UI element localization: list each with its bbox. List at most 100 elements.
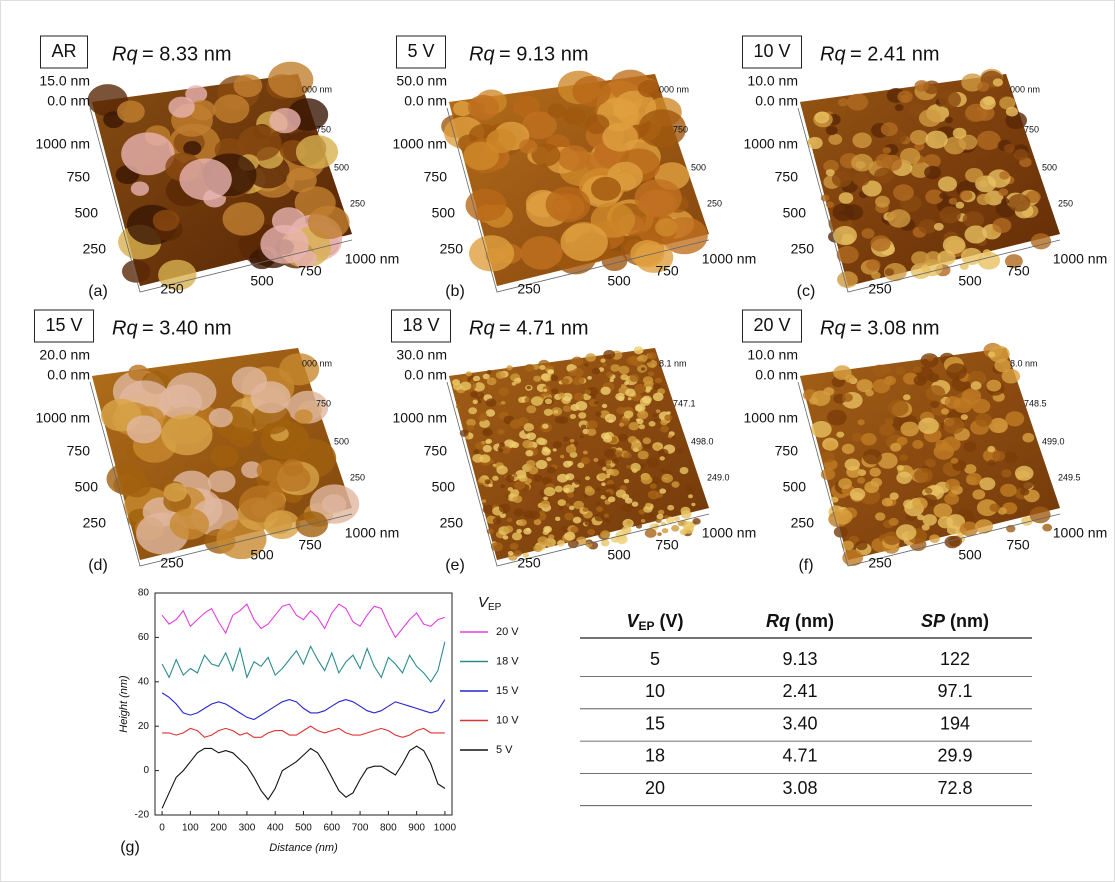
data-line <box>162 642 445 682</box>
afm-peak <box>929 534 940 543</box>
afm-peak <box>1001 469 1011 477</box>
table-cell: 194 <box>940 713 970 733</box>
afm-peak <box>507 518 512 522</box>
z-max-label: 30.0 nm <box>396 347 447 363</box>
afm-peak <box>648 371 654 376</box>
table-header: Rq (nm) <box>766 611 834 631</box>
table-cell: 72.8 <box>937 778 972 798</box>
afm-peak <box>837 246 859 264</box>
afm-peak <box>654 445 660 450</box>
afm-peak <box>546 457 551 461</box>
afm-peak <box>979 477 995 490</box>
afm-peak <box>903 394 911 400</box>
afm-peak <box>827 410 847 426</box>
afm-peak <box>960 522 978 537</box>
header-unit: (nm) <box>945 611 989 631</box>
afm-peak <box>624 452 632 459</box>
afm-peak <box>934 223 944 231</box>
header-sub: EP <box>639 619 655 633</box>
afm-peak <box>945 117 953 123</box>
afm-peak <box>583 508 589 512</box>
afm-peak <box>573 380 579 385</box>
afm-peak <box>964 441 977 451</box>
afm-peak <box>547 467 556 474</box>
afm-peak <box>563 107 586 125</box>
afm-peak <box>511 442 519 448</box>
afm-peak <box>833 226 857 245</box>
afm-peak <box>851 154 873 172</box>
side-axis-label: 750 <box>316 124 331 134</box>
afm-peak <box>525 478 532 484</box>
afm-peak <box>508 551 514 556</box>
afm-peak <box>573 368 584 377</box>
rq-value: = 3.40 nm <box>142 317 232 339</box>
afm-peak <box>901 95 910 102</box>
y-axis-label: 250 <box>440 515 464 531</box>
afm-peak <box>883 147 891 154</box>
afm-peak <box>554 199 572 213</box>
afm-peak <box>210 445 238 468</box>
afm-peak <box>888 400 909 417</box>
plot-frame <box>155 593 452 815</box>
afm-peak <box>889 518 899 526</box>
afm-peak <box>584 363 589 367</box>
afm-peak <box>153 210 180 231</box>
afm-peak <box>987 380 1002 392</box>
afm-peak <box>526 460 536 468</box>
afm-peak <box>857 477 865 484</box>
afm-peak <box>647 352 656 360</box>
x-axis-label: 500 <box>607 273 631 289</box>
afm-peak <box>567 492 574 498</box>
afm-peak <box>966 476 977 484</box>
afm-peak <box>852 172 869 186</box>
afm-peak <box>541 448 551 456</box>
afm-peak <box>1008 194 1030 212</box>
afm-peak <box>832 171 852 187</box>
afm-peak <box>680 529 688 535</box>
sample-label: AR <box>51 41 76 61</box>
y-axis-label: 250 <box>440 241 464 257</box>
header-symbol: SP <box>921 611 946 631</box>
afm-peak <box>1004 144 1015 153</box>
afm-peak <box>574 393 584 401</box>
afm-peak <box>473 376 480 382</box>
afm-peak <box>1015 466 1034 481</box>
x-tick-label: 1000 <box>434 823 457 834</box>
side-axis-label: 747.1 <box>673 398 696 408</box>
afm-peak <box>585 520 593 526</box>
afm-peak <box>635 179 682 217</box>
afm-peak <box>525 397 532 403</box>
afm-peak <box>688 494 693 498</box>
afm-peak <box>527 386 532 390</box>
afm-peak <box>945 479 960 491</box>
afm-peak <box>630 374 640 382</box>
afm-peak <box>551 375 559 381</box>
y-axis-label: 250 <box>83 515 107 531</box>
afm-peak <box>875 512 885 520</box>
afm-peak <box>558 499 566 506</box>
afm-peak <box>895 367 905 375</box>
afm-peak <box>641 475 653 484</box>
afm-peak <box>601 482 605 486</box>
afm-peak <box>483 445 492 452</box>
table-cell: 5 <box>650 649 660 669</box>
afm-peak <box>260 225 308 264</box>
x-axis-label: 750 <box>1006 537 1030 553</box>
afm-peak <box>693 518 701 525</box>
afm-peak <box>923 514 937 526</box>
afm-peak <box>610 469 619 476</box>
afm-peak <box>286 168 317 193</box>
table-cell: 3.40 <box>782 713 817 733</box>
panel-letter: (b) <box>445 283 465 300</box>
afm-peak <box>460 382 471 391</box>
afm-peak <box>480 454 491 463</box>
afm-peak <box>850 488 865 500</box>
table-cell: 10 <box>645 681 665 701</box>
panel-letter: (g) <box>120 839 140 856</box>
afm-peak <box>632 502 639 507</box>
afm-peak <box>956 202 965 209</box>
x-tick-label: 600 <box>323 823 340 834</box>
afm-peak <box>828 134 842 145</box>
afm-peak <box>639 424 645 429</box>
y-axis-label: 250 <box>83 241 107 257</box>
